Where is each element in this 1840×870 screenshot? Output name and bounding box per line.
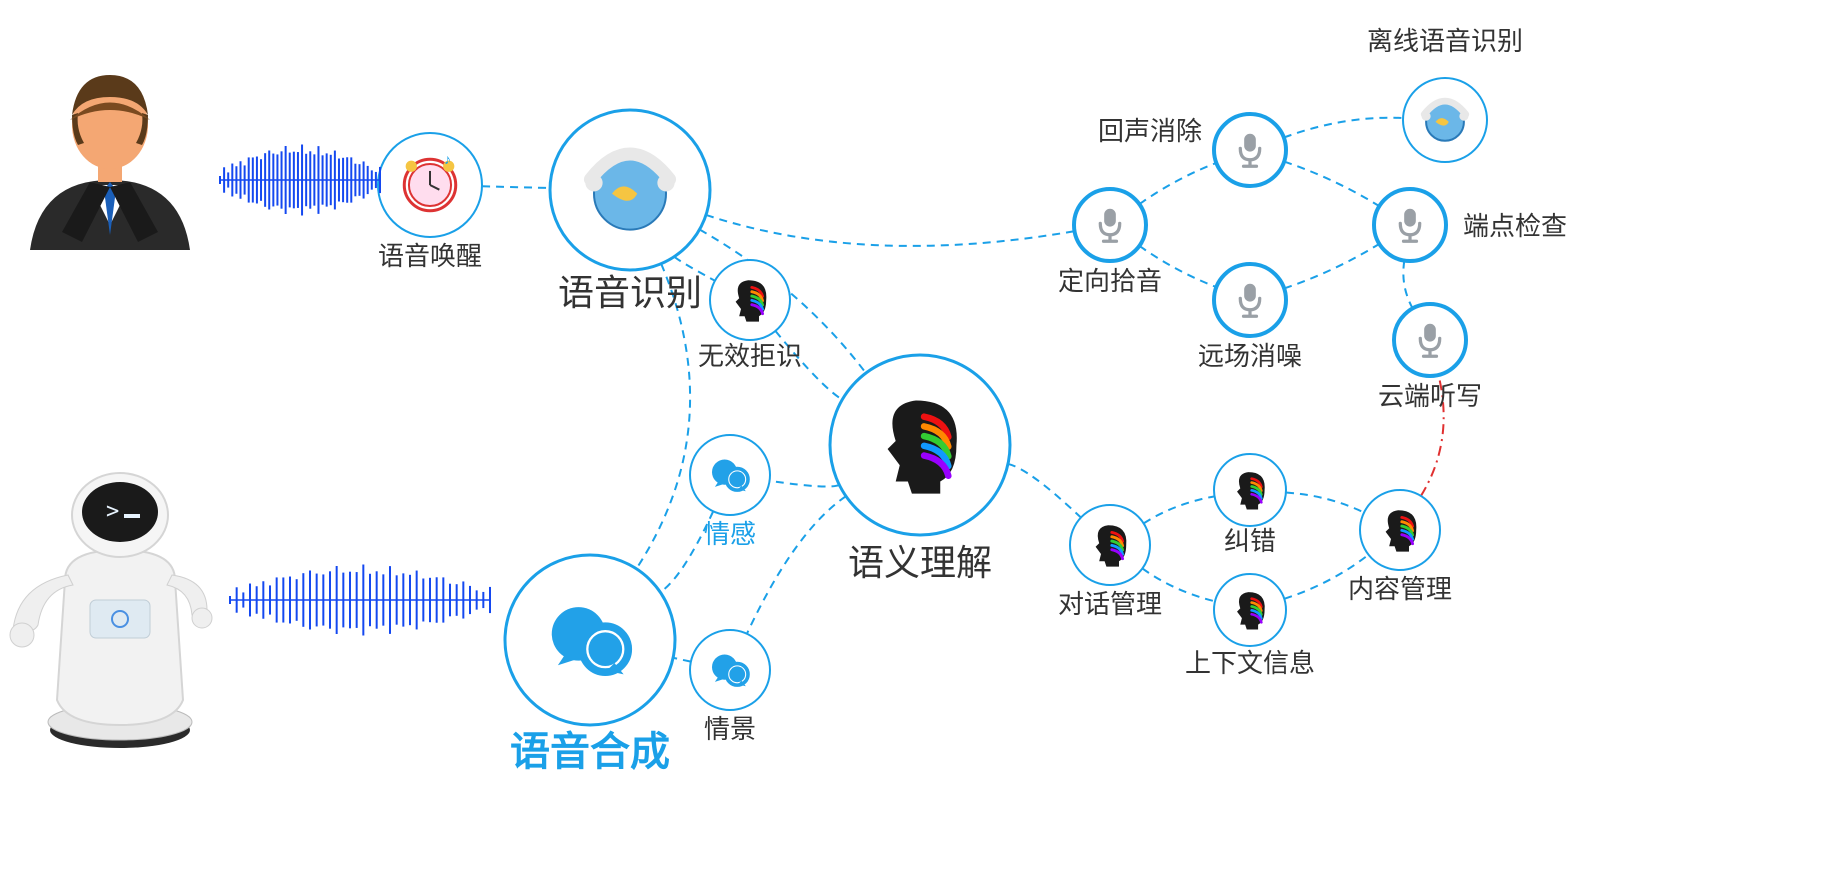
node-correct: 纠错	[1214, 454, 1286, 556]
node-context-label: 上下文信息	[1185, 648, 1315, 678]
nodes-layer: ♪ 语音唤醒语音识别无效拒识语义理解 情感情景语音合成 定向拾音 回声消除远场消噪 端点检…	[378, 26, 1567, 774]
audio-wave-icon	[220, 145, 380, 216]
edge-dir_pick-echo	[1139, 163, 1216, 204]
node-reject: 无效拒识	[698, 260, 802, 371]
node-scene: 情景	[690, 630, 770, 744]
user-avatar-icon	[30, 75, 190, 250]
svg-text:♪: ♪	[444, 151, 451, 167]
node-endpoint: 端点检查	[1374, 189, 1567, 261]
robot-icon: >	[10, 473, 212, 748]
node-endpoint-label: 端点检查	[1463, 211, 1567, 241]
node-content: 内容管理	[1348, 490, 1452, 604]
node-scene-label: 情景	[704, 714, 756, 744]
edge-endpoint-cloud	[1403, 261, 1412, 309]
node-offline: 离线语音识别	[1367, 26, 1523, 162]
audio-wave-icon	[230, 565, 490, 636]
edge-correct-content	[1286, 493, 1364, 513]
edge-wakeup-asr	[482, 186, 550, 188]
node-emotion: 情感	[690, 435, 770, 549]
edge-dialog-correct	[1144, 496, 1215, 523]
node-far-label: 远场消噪	[1198, 341, 1302, 371]
edge-echo-offline	[1284, 118, 1403, 138]
node-echo-label: 回声消除	[1098, 116, 1202, 146]
node-tts: 语音合成	[505, 555, 675, 774]
node-correct-label: 纠错	[1224, 526, 1276, 556]
node-content-label: 内容管理	[1348, 574, 1452, 604]
node-cloud-label: 云端听写	[1378, 381, 1482, 411]
edge-echo-endpoint	[1284, 162, 1379, 207]
node-asr-label: 语音识别	[558, 272, 702, 313]
svg-text:>: >	[106, 499, 119, 524]
node-wakeup-label: 语音唤醒	[378, 241, 482, 271]
edge-far-endpoint	[1284, 244, 1379, 289]
node-dialog-label: 对话管理	[1058, 589, 1162, 619]
node-cloud: 云端听写	[1378, 304, 1482, 411]
node-context: 上下文信息	[1185, 574, 1315, 678]
edge-nlu-emotion	[770, 481, 840, 487]
node-asr: 语音识别	[550, 110, 710, 313]
node-nlu: 语义理解	[830, 355, 1010, 583]
node-dir_pick: 定向拾音	[1058, 189, 1162, 296]
node-wakeup: ♪ 语音唤醒	[378, 133, 482, 271]
diagram-canvas: ♪ 语音唤醒语音识别无效拒识语义理解 情感情景语音合成 定向拾音 回声消除远场消噪 端点检…	[0, 0, 1840, 870]
node-emotion-label: 情感	[704, 519, 756, 549]
node-nlu-label: 语义理解	[848, 542, 992, 583]
node-dir_pick-label: 定向拾音	[1058, 266, 1162, 296]
edge-nlu-scene	[747, 496, 846, 634]
node-reject-label: 无效拒识	[698, 341, 802, 371]
edge-nlu-dialog	[1008, 464, 1081, 518]
node-offline-label: 离线语音识别	[1367, 26, 1523, 56]
node-echo: 回声消除	[1098, 114, 1286, 186]
node-far: 远场消噪	[1198, 264, 1302, 371]
node-tts-label: 语音合成	[510, 730, 670, 774]
edge-asr-dir_pick	[706, 215, 1075, 246]
